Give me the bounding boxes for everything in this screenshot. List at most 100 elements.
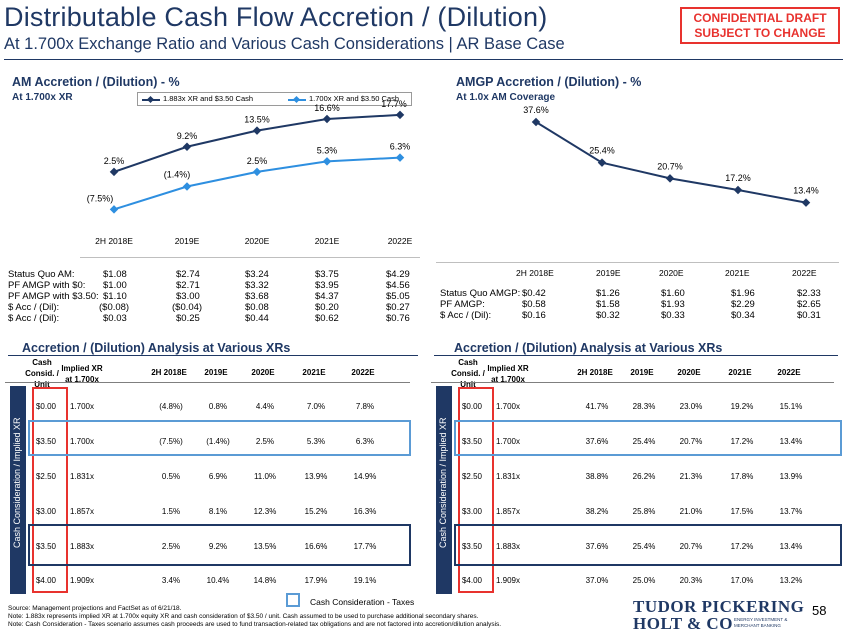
cell-value: 20.3% — [679, 576, 703, 585]
amgp-data-label: 17.2% — [725, 173, 751, 183]
am-data-label: 9.2% — [177, 131, 198, 141]
cell-value: 13.4% — [779, 542, 803, 551]
am-data-label: 16.6% — [314, 103, 340, 113]
col-header-year: 2020E — [677, 368, 701, 377]
cell-value: 8.1% — [208, 507, 228, 516]
page-title: Distributable Cash Flow Accretion / (Dil… — [4, 2, 548, 32]
am-cell: $0.44 — [245, 313, 269, 324]
amgp-cell: $1.60 — [661, 288, 685, 299]
amgp-year-header: 2H 2018E — [516, 268, 554, 278]
cell-value: 25.4% — [632, 542, 656, 551]
cell-value: 17.8% — [730, 472, 754, 481]
cell-value: 7.8% — [355, 402, 375, 411]
amgp-row-label: $ Acc / (Dil): — [440, 310, 492, 321]
am-data-label: 5.3% — [317, 145, 338, 155]
footnote-1: Note: 1.883x represents implied XR at 1.… — [8, 613, 479, 620]
cell-cash: $3.50 — [461, 437, 483, 446]
am-chart-subtitle: At 1.700x XR — [12, 92, 73, 103]
grid-side-band — [10, 386, 26, 594]
cell-value: 1.5% — [161, 507, 181, 516]
highlight-selected-row — [454, 524, 842, 566]
cell-cash: $4.00 — [35, 576, 57, 585]
cell-value: 16.6% — [304, 542, 328, 551]
am-point — [322, 114, 332, 124]
am-cell: $0.08 — [245, 302, 269, 313]
amgp-cell: $2.29 — [731, 299, 755, 310]
am-point — [252, 167, 262, 177]
am-point — [182, 182, 192, 191]
cash-taxes-legend-label: Cash Consideration - Taxes — [310, 597, 415, 607]
grid-header-rule — [431, 382, 834, 383]
company-logo-line-1: TUDOR PICKERING — [633, 597, 805, 616]
cell-value: 15.1% — [779, 402, 803, 411]
page-subtitle: At 1.700x Exchange Ratio and Various Cas… — [4, 35, 565, 53]
amgp-cell: $1.93 — [661, 299, 685, 310]
am-x-tick-label: 2021E — [315, 236, 340, 246]
amgp-point — [733, 185, 743, 195]
amgp-year-header: 2020E — [659, 268, 684, 278]
col-header-year: 2H 2018E — [577, 368, 613, 377]
am-row-label: $ Acc / (Dil): — [8, 302, 60, 313]
cell-value: 38.8% — [585, 472, 609, 481]
cell-cash: $3.50 — [35, 542, 57, 551]
am-cell: $0.76 — [386, 313, 410, 324]
am-point — [109, 167, 119, 177]
cell-value: 17.0% — [730, 576, 754, 585]
left-grid-title-rule — [8, 355, 418, 356]
am-accretion-chart: 2.5% 9.2% 13.5% 16.6% 17.7% (7.5%) (1.4%) 2.5% 5… — [87, 100, 413, 246]
confidential-line-2: SUBJECT TO CHANGE — [694, 26, 826, 40]
cell-xr: 1.909x — [69, 576, 95, 585]
highlight-cash-column — [458, 387, 494, 593]
col-header-year: 2022E — [351, 368, 375, 377]
am-chart-title: AM Accretion / (Dilution) - % — [12, 75, 180, 89]
company-logo-line-2: HOLT & CO — [633, 614, 733, 633]
title-rule — [4, 59, 843, 60]
am-row-label: PF AMGP with $3.50: — [8, 291, 99, 302]
cell-value: 11.0% — [253, 472, 277, 481]
am-data-label: 13.5% — [244, 115, 270, 125]
amgp-row-label: PF AMGP: — [440, 299, 485, 310]
grid-header-rule — [5, 382, 410, 383]
grid-side-label: Cash Consideration / Implied XR — [12, 417, 22, 548]
am-point — [252, 126, 262, 135]
cell-value: 37.0% — [585, 576, 609, 585]
cell-value: 13.7% — [779, 507, 803, 516]
col-header-year: 2H 2018E — [151, 368, 187, 377]
amgp-cell: $2.65 — [797, 299, 821, 310]
amgp-accretion-chart: 37.6% 25.4% 20.7% 17.2% 13.4% — [523, 105, 819, 207]
am-cell: $3.32 — [245, 280, 269, 291]
am-data-label: (7.5%) — [87, 193, 114, 203]
amgp-cell: $0.32 — [596, 310, 620, 321]
amgp-cell: $2.33 — [797, 288, 821, 299]
col-header-year: 2019E — [204, 368, 228, 377]
am-cell: $0.62 — [315, 313, 339, 324]
am-cell: ($0.08) — [99, 302, 130, 313]
cell-value: 17.5% — [730, 507, 754, 516]
cell-value: 23.0% — [679, 402, 703, 411]
confidential-badge: CONFIDENTIAL DRAFT SUBJECT TO CHANGE — [680, 7, 840, 44]
highlight-cash-column — [32, 387, 68, 593]
cell-value: 4.4% — [255, 402, 275, 411]
am-cell: $4.37 — [315, 291, 339, 302]
cell-value: 17.2% — [730, 542, 754, 551]
cell-xr: 1.831x — [495, 472, 521, 481]
highlight-selected-row — [28, 524, 411, 566]
amgp-year-header: 2021E — [725, 268, 750, 278]
cell-cash: $4.00 — [461, 576, 483, 585]
amgp-cell: $0.58 — [522, 299, 546, 310]
cell-xr: 1.700x — [69, 402, 95, 411]
am-cell: $0.03 — [103, 313, 127, 324]
cell-cash: $2.50 — [461, 472, 483, 481]
col-header-cash: Cash Consid. / Unit — [25, 358, 59, 389]
cell-value: 41.7% — [585, 402, 609, 411]
cell-value: 25.8% — [632, 507, 656, 516]
cell-value: 17.2% — [730, 437, 754, 446]
cell-xr: 1.909x — [495, 576, 521, 585]
cell-value: 13.9% — [779, 472, 803, 481]
am-data-label: 6.3% — [390, 142, 411, 152]
am-cell: $3.24 — [245, 269, 269, 280]
cell-cash: $2.50 — [35, 472, 57, 481]
highlight-taxes-row — [454, 420, 842, 456]
am-cell: ($0.04) — [172, 302, 203, 313]
cell-value: 13.2% — [779, 576, 803, 585]
